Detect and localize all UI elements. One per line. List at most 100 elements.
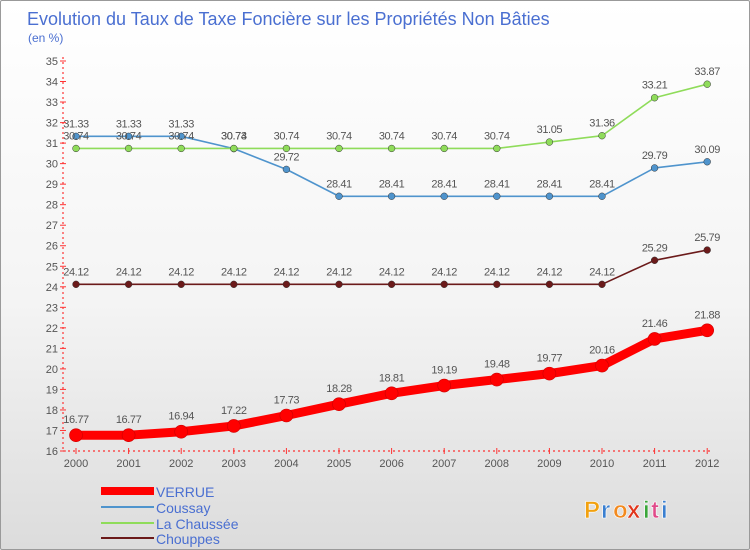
data-point	[545, 280, 554, 288]
legend-label: Chouppes	[156, 531, 220, 547]
data-point	[440, 192, 448, 200]
data-point	[124, 144, 133, 153]
y-tick-label: 29	[46, 179, 58, 191]
data-label: 24.12	[537, 266, 563, 278]
y-tick-label: 26	[46, 241, 58, 253]
data-label: 31.05	[537, 124, 563, 136]
x-tick-label: 2008	[485, 458, 509, 470]
data-label: 30.74	[221, 130, 247, 142]
y-tick-label: 19	[46, 384, 58, 396]
data-point	[647, 332, 662, 346]
x-tick-label: 2006	[379, 458, 403, 470]
data-point	[335, 144, 343, 153]
y-tick-label: 33	[46, 97, 58, 109]
data-point	[493, 280, 501, 288]
data-point	[230, 280, 238, 288]
data-label: 28.41	[484, 178, 510, 190]
data-point	[703, 246, 711, 254]
chart-title: Evolution du Taux de Taxe Foncière sur l…	[27, 9, 550, 29]
y-tick-label: 21	[46, 343, 58, 355]
y-axis-ticks: 16 17 18 19 20 21 22 23 24 25 26 27 28 29 30 31 32 33 34 35	[46, 56, 66, 458]
x-tick-label: 2012	[695, 458, 719, 470]
y-tick-label: 18	[46, 405, 58, 417]
data-label: 31.33	[168, 118, 194, 130]
y-tick-label: 35	[46, 56, 58, 68]
data-label: 33.21	[642, 80, 668, 92]
data-label: 25.79	[694, 232, 720, 244]
logo-letter: x	[627, 497, 641, 524]
data-point	[493, 192, 501, 200]
legend-label: Coussay	[156, 500, 210, 516]
data-point	[121, 428, 136, 442]
data-point	[227, 419, 241, 433]
data-point	[72, 144, 80, 153]
data-point	[177, 132, 185, 140]
y-tick-label: 27	[46, 220, 58, 232]
data-point	[384, 386, 399, 401]
data-point	[174, 424, 188, 439]
data-point	[650, 94, 659, 102]
series-verrue: 16.77 16.77 16.94 17.22 17.73 18.28 18.81 19.19…	[63, 309, 721, 442]
y-tick-label: 17	[46, 425, 58, 437]
data-point	[545, 192, 554, 200]
data-label: 24.12	[274, 266, 300, 278]
data-label: 30.74	[63, 130, 89, 142]
data-point	[598, 192, 606, 200]
data-point	[595, 358, 609, 373]
data-point	[598, 132, 606, 140]
data-point	[72, 132, 80, 140]
data-label: 24.12	[589, 266, 615, 278]
y-tick-label: 31	[46, 138, 58, 150]
data-point	[230, 144, 238, 153]
x-tick-label: 2009	[537, 458, 561, 470]
data-point	[69, 428, 83, 442]
data-label: 24.12	[431, 266, 457, 278]
data-point	[335, 280, 343, 288]
data-point	[72, 280, 80, 288]
y-tick-label: 25	[46, 261, 58, 273]
data-label: 24.12	[379, 266, 405, 278]
data-label: 18.28	[326, 383, 352, 395]
data-point	[279, 408, 294, 423]
data-label: 24.12	[484, 266, 510, 278]
data-point	[440, 144, 448, 153]
y-tick-label: 16	[46, 446, 58, 458]
data-label: 24.12	[116, 266, 142, 278]
data-point	[387, 280, 396, 288]
data-label: 16.77	[116, 414, 142, 426]
data-label: 24.12	[63, 266, 89, 278]
data-label: 24.12	[168, 266, 194, 278]
data-label: 20.16	[589, 345, 615, 357]
data-point	[700, 323, 715, 338]
y-tick-label: 20	[46, 364, 58, 376]
data-point	[650, 164, 659, 172]
data-label: 17.22	[221, 405, 247, 417]
data-label: 30.74	[274, 130, 300, 142]
data-label: 18.81	[379, 372, 405, 384]
data-point	[177, 144, 185, 153]
data-label: 19.77	[537, 353, 563, 365]
data-label: 24.12	[221, 266, 247, 278]
x-tick-label: 2005	[327, 458, 351, 470]
data-label: 28.41	[431, 178, 457, 190]
data-label: 21.46	[642, 318, 668, 330]
data-point	[703, 158, 711, 166]
data-label: 30.74	[116, 130, 142, 142]
data-point	[282, 165, 291, 174]
data-label: 28.41	[326, 178, 352, 190]
data-point	[703, 80, 711, 88]
series-layer: 24.12 24.12 24.12 24.12 24.12 24.12 24.12 24.12…	[63, 66, 721, 442]
data-label: 31.36	[589, 118, 615, 130]
x-tick-label: 2002	[169, 458, 193, 470]
data-label: 17.73	[274, 394, 300, 406]
data-point	[124, 280, 133, 288]
data-label: 29.72	[274, 151, 300, 163]
data-label: 33.87	[694, 66, 720, 78]
data-label: 24.12	[326, 266, 352, 278]
y-tick-label: 23	[46, 302, 58, 314]
y-tick-label: 34	[46, 77, 58, 89]
data-label: 25.29	[642, 242, 668, 254]
